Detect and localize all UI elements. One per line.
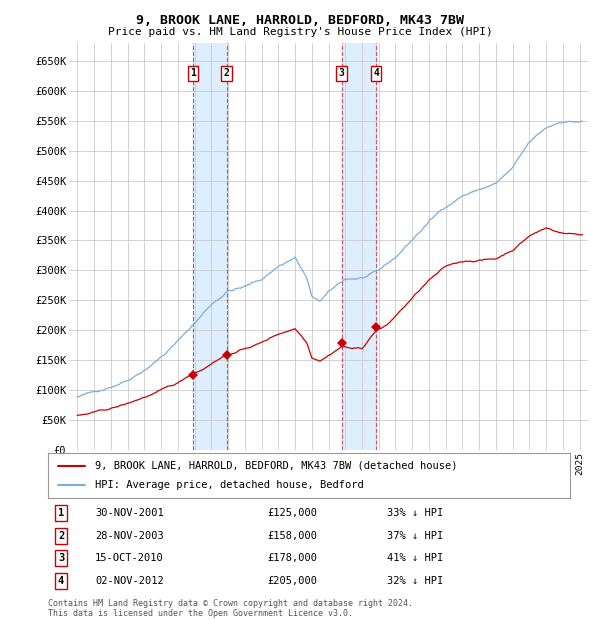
Text: 4: 4 [373,68,379,78]
Text: 2: 2 [224,68,229,78]
Text: 3: 3 [58,553,64,563]
Text: 2: 2 [58,531,64,541]
Bar [193,43,227,450]
Text: HPI: Average price, detached house, Bedford: HPI: Average price, detached house, Bedf… [95,480,364,490]
Text: Price paid vs. HM Land Registry's House Price Index (HPI): Price paid vs. HM Land Registry's House … [107,27,493,37]
Text: £125,000: £125,000 [267,508,317,518]
Text: 30-NOV-2001: 30-NOV-2001 [95,508,164,518]
Text: Contains HM Land Registry data © Crown copyright and database right 2024.: Contains HM Land Registry data © Crown c… [48,600,413,608]
Text: 1: 1 [58,508,64,518]
Text: 32% ↓ HPI: 32% ↓ HPI [388,575,443,586]
Text: 37% ↓ HPI: 37% ↓ HPI [388,531,443,541]
Bar [342,43,376,450]
Text: £205,000: £205,000 [267,575,317,586]
Text: This data is licensed under the Open Government Licence v3.0.: This data is licensed under the Open Gov… [48,609,353,618]
Text: 1: 1 [190,68,196,78]
Text: 4: 4 [58,575,64,586]
Text: 9, BROOK LANE, HARROLD, BEDFORD, MK43 7BW: 9, BROOK LANE, HARROLD, BEDFORD, MK43 7B… [136,14,464,27]
Text: £158,000: £158,000 [267,531,317,541]
Text: £178,000: £178,000 [267,553,317,563]
Text: 28-NOV-2003: 28-NOV-2003 [95,531,164,541]
Text: 15-OCT-2010: 15-OCT-2010 [95,553,164,563]
Text: 9, BROOK LANE, HARROLD, BEDFORD, MK43 7BW (detached house): 9, BROOK LANE, HARROLD, BEDFORD, MK43 7B… [95,461,457,471]
Text: 02-NOV-2012: 02-NOV-2012 [95,575,164,586]
Text: 41% ↓ HPI: 41% ↓ HPI [388,553,443,563]
Text: 3: 3 [339,68,344,78]
Text: 33% ↓ HPI: 33% ↓ HPI [388,508,443,518]
